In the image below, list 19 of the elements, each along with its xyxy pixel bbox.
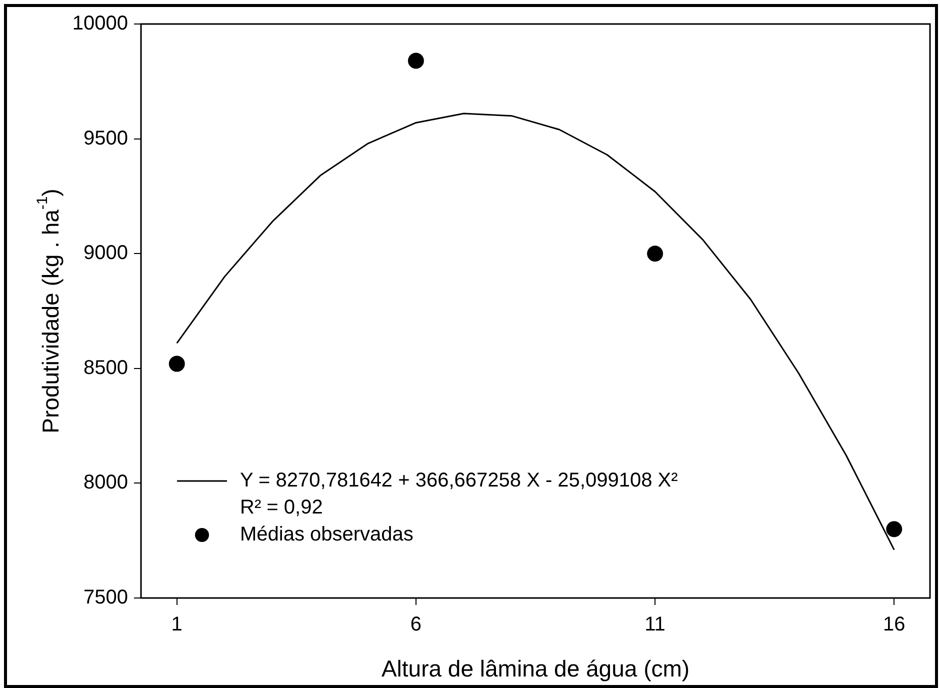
point xyxy=(168,356,185,372)
y-axis-title: Produtividade (kg . ha-1) xyxy=(34,188,64,434)
legend-label: Y = 8270,781642 + 366,667258 X - 25,099108 X² xyxy=(240,470,678,492)
x-axis-title: Altura de lâmina de água (cm) xyxy=(381,656,690,682)
point xyxy=(408,52,424,69)
y-tick-label: 9000 xyxy=(84,242,128,264)
point xyxy=(647,246,664,262)
x-tick-label: 1 xyxy=(171,614,182,636)
y-tick-label: 10000 xyxy=(72,12,128,35)
y-tick-label: 7500 xyxy=(84,586,128,609)
point xyxy=(886,521,902,538)
legend-label: Médias observadas xyxy=(240,524,414,546)
x-tick-label: 16 xyxy=(883,614,906,636)
y-tick-label: 9500 xyxy=(84,127,128,150)
annotation: R² = 0,92 xyxy=(240,496,323,519)
x-tick-label: 6 xyxy=(410,614,422,636)
y-tick-label: 8500 xyxy=(84,356,128,379)
x-tick-label: 11 xyxy=(644,614,666,636)
y-tick-label: 8000 xyxy=(84,472,128,494)
